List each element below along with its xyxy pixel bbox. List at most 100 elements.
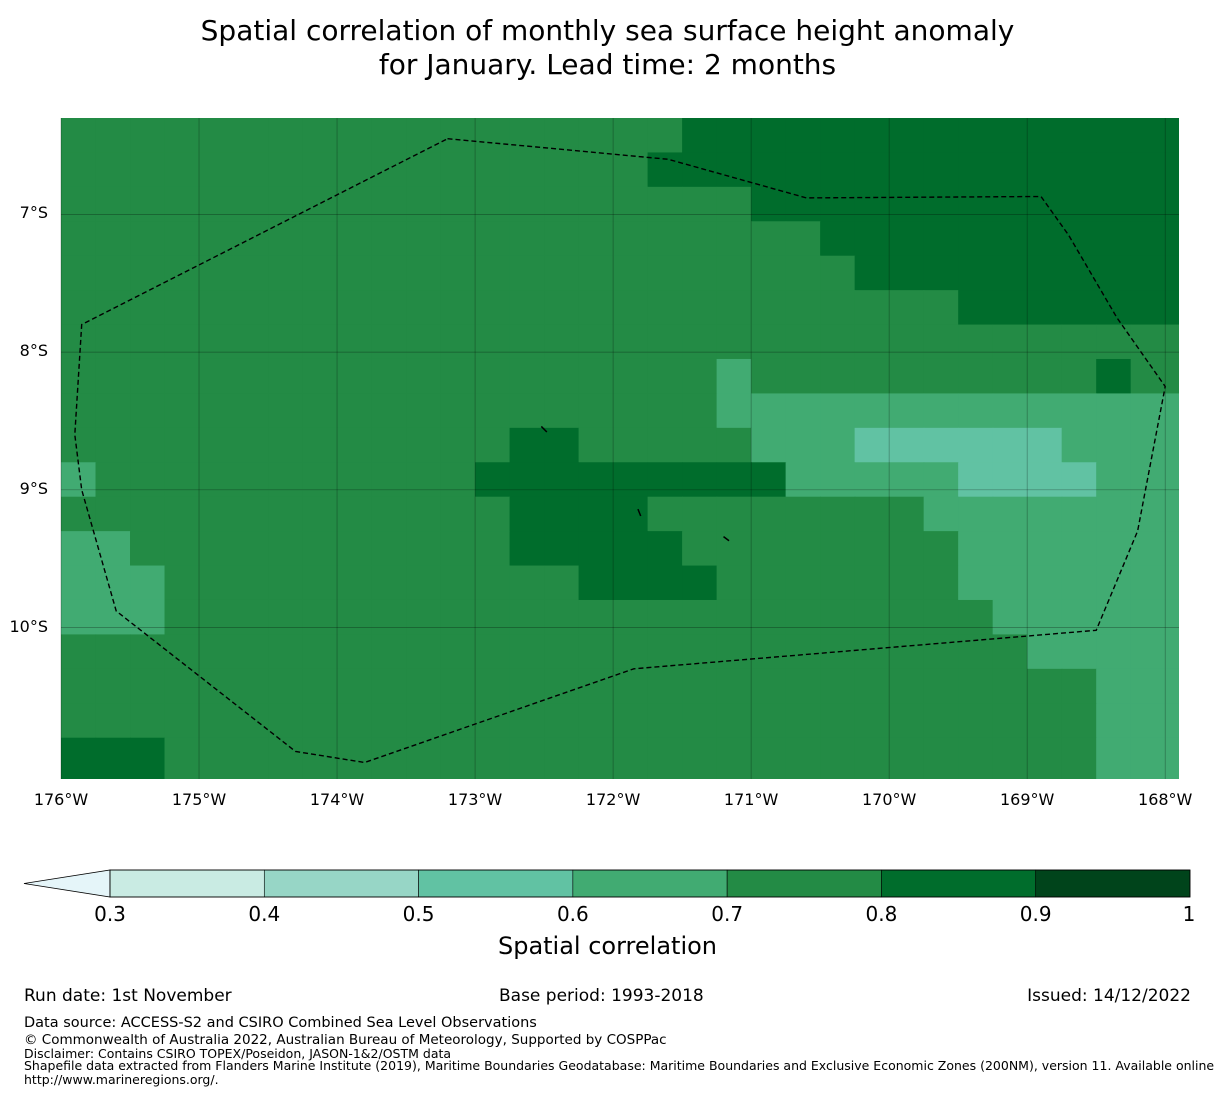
correlation-cell [820, 703, 856, 739]
correlation-cell [1130, 255, 1166, 291]
correlation-cell [1096, 496, 1132, 532]
correlation-cell [785, 221, 821, 257]
correlation-cell [268, 186, 304, 222]
correlation-cell [544, 531, 580, 567]
correlation-cell [95, 703, 131, 739]
correlation-cell [751, 221, 787, 257]
correlation-cell [1096, 393, 1132, 429]
correlation-cell [716, 703, 752, 739]
correlation-cell [854, 496, 890, 532]
correlation-cell [130, 565, 166, 601]
correlation-cell [1061, 599, 1097, 636]
correlation-cell [268, 393, 304, 429]
correlation-cell [820, 358, 856, 395]
correlation-cell [337, 703, 373, 739]
correlation-cell [647, 118, 683, 154]
correlation-cell [371, 462, 407, 498]
correlation-cell [440, 324, 476, 360]
correlation-cell [302, 221, 338, 257]
correlation-cell [544, 324, 580, 360]
colorbar-tick-label: 0.5 [402, 902, 435, 926]
correlation-cell [406, 634, 442, 670]
correlation-cell [751, 462, 787, 498]
correlation-cell [199, 427, 235, 463]
correlation-cell [647, 737, 683, 779]
correlation-cell [854, 221, 890, 257]
correlation-cell [1165, 634, 1179, 670]
correlation-cell [302, 565, 338, 601]
correlation-cell [302, 703, 338, 739]
correlation-cell [785, 324, 821, 360]
correlation-cell [578, 393, 614, 429]
correlation-cell [509, 737, 545, 779]
shapefile-url: http://www.marineregions.org/. [24, 1072, 219, 1087]
correlation-cell [647, 599, 683, 636]
correlation-cell [61, 496, 97, 532]
correlation-cell [716, 634, 752, 670]
correlation-cell [1027, 496, 1063, 532]
correlation-cell [820, 255, 856, 291]
correlation-cell [682, 427, 718, 463]
correlation-cell [889, 496, 925, 532]
correlation-cell [613, 290, 649, 326]
correlation-cell [544, 118, 580, 154]
correlation-cell [889, 668, 925, 704]
correlation-cell [958, 358, 994, 395]
correlation-cell [923, 393, 959, 429]
correlation-cell [199, 255, 235, 291]
correlation-cell [1165, 324, 1179, 360]
correlation-cell [1130, 152, 1166, 188]
correlation-cell [923, 324, 959, 360]
correlation-cell [95, 186, 131, 222]
correlation-cell [371, 290, 407, 326]
correlation-cell [1130, 703, 1166, 739]
correlation-cell [1027, 462, 1063, 498]
correlation-cell [1096, 186, 1132, 222]
correlation-cell [751, 255, 787, 291]
correlation-cell [751, 290, 787, 326]
correlation-cell [785, 462, 821, 498]
correlation-cell [199, 324, 235, 360]
correlation-cell [785, 703, 821, 739]
correlation-cell [440, 152, 476, 188]
correlation-cell [268, 565, 304, 601]
correlation-cell [923, 531, 959, 567]
correlation-cell [1096, 152, 1132, 188]
correlation-cell [889, 599, 925, 636]
correlation-cell [268, 118, 304, 154]
correlation-cell [785, 565, 821, 601]
correlation-cell [130, 186, 166, 222]
correlation-cell [854, 703, 890, 739]
correlation-cell [199, 393, 235, 429]
correlation-cell [923, 290, 959, 326]
correlation-cell [337, 358, 373, 395]
correlation-cell [164, 255, 200, 291]
correlation-cell [509, 565, 545, 601]
correlation-cell [820, 668, 856, 704]
correlation-cell [440, 255, 476, 291]
correlation-cell [544, 496, 580, 532]
correlation-cell [992, 634, 1028, 670]
correlation-cell [199, 496, 235, 532]
correlation-cell [958, 462, 994, 498]
correlation-cell [578, 668, 614, 704]
correlation-cell [820, 324, 856, 360]
correlation-cell [544, 427, 580, 463]
correlation-cell [716, 221, 752, 257]
disclaimer: Disclaimer: Contains CSIRO TOPEX/Poseido… [24, 1046, 452, 1061]
correlation-cell [544, 565, 580, 601]
correlation-cell [371, 496, 407, 532]
correlation-cell [233, 703, 269, 739]
correlation-cell [406, 703, 442, 739]
correlation-cell [820, 221, 856, 257]
correlation-cell [751, 118, 787, 154]
correlation-cell [268, 255, 304, 291]
correlation-cell [61, 668, 97, 704]
correlation-cell [751, 393, 787, 429]
correlation-cell [371, 186, 407, 222]
correlation-cell [475, 599, 511, 636]
correlation-cell [682, 324, 718, 360]
correlation-cell [785, 599, 821, 636]
correlation-cell [1130, 290, 1166, 326]
correlation-cell [1130, 737, 1166, 779]
